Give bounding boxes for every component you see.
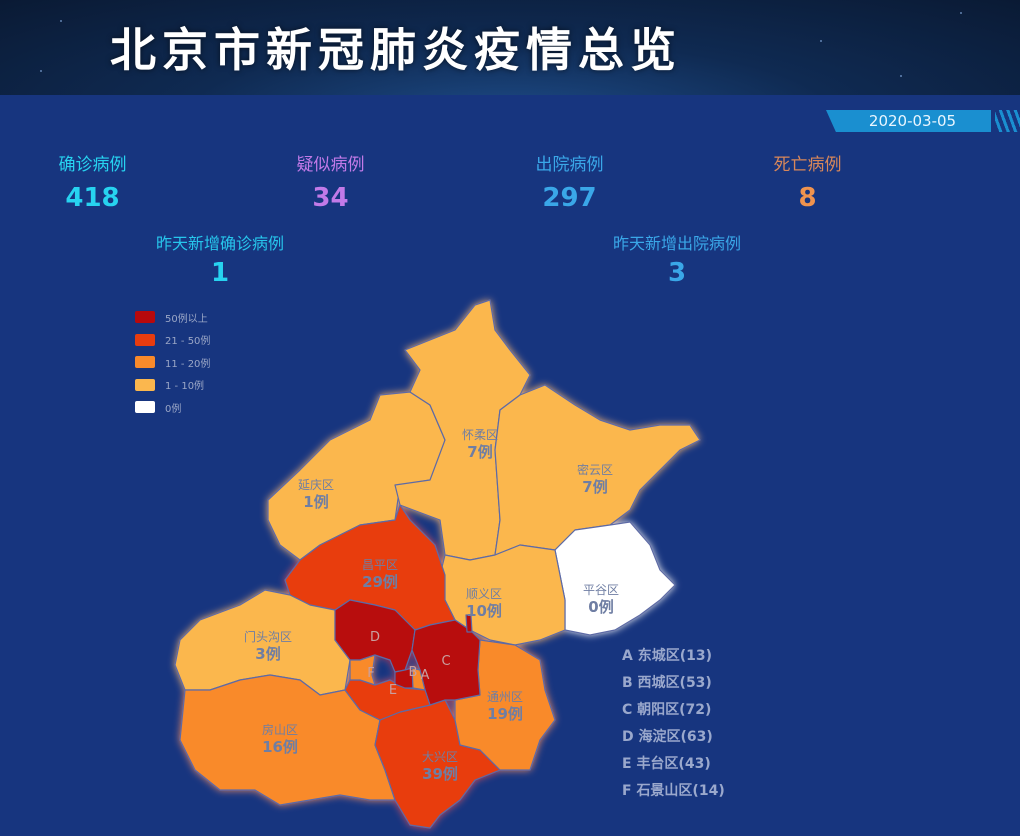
legend-label: 11 - 20例 <box>165 358 211 370</box>
stat-value: 8 <box>798 183 817 213</box>
stat-suspected: 疑似病例 34 <box>283 150 378 213</box>
stat-value: 3 <box>667 258 687 288</box>
stat-value: 297 <box>542 183 597 213</box>
district-abbr: F <box>367 666 374 681</box>
district-label: 通州区 <box>487 690 523 704</box>
stat-label: 出院病例 <box>535 155 604 175</box>
stat-label: 昨天新增确诊病例 <box>155 234 284 253</box>
district-value: 39例 <box>422 765 458 783</box>
map-legend: 50例以上 21 - 50例 11 - 20例 1 - 10例 0例 <box>135 306 210 419</box>
stat-confirmed: 确诊病例 418 <box>45 150 140 213</box>
stat-discharged: 出院病例 297 <box>522 150 617 213</box>
stat-value: 418 <box>65 183 120 213</box>
district-shijingshan[interactable] <box>349 654 376 686</box>
legend-swatch <box>135 333 155 346</box>
district-label: 顺义区 <box>466 587 502 601</box>
district-label: 门头沟区 <box>244 629 292 644</box>
legend-label: 50例以上 <box>165 313 208 325</box>
date-badge: 2020-03-05 <box>826 110 991 132</box>
district-dongcheng[interactable] <box>411 667 426 691</box>
stat-label: 确诊病例 <box>58 155 127 175</box>
legend-swatch <box>135 311 155 324</box>
district-airport-enclave <box>465 614 473 633</box>
district-label: 密云区 <box>577 462 613 477</box>
district-miyun[interactable] <box>494 384 701 556</box>
legend-swatch <box>135 356 155 369</box>
key-item: F 石景山区(14) <box>622 783 725 799</box>
district-key-list: A 东城区(13) B 西城区(53) C 朝阳区(72) D 海淀区(63) … <box>622 646 725 808</box>
district-value: 29例 <box>362 573 398 591</box>
district-abbr: E <box>389 683 397 698</box>
stat-value: 34 <box>312 183 349 213</box>
district-value: 0例 <box>588 598 613 616</box>
stat-value: 1 <box>210 258 230 288</box>
header-banner: 北京市新冠肺炎疫情总览 <box>0 0 1020 95</box>
district-label: 怀柔区 <box>462 428 498 442</box>
stat-new-confirmed: 昨天新增确诊病例 1 <box>140 230 300 288</box>
district-value: 7例 <box>467 443 492 461</box>
stat-label: 疑似病例 <box>296 155 365 175</box>
date-stripes-decoration <box>995 110 1020 132</box>
key-item: B 西城区(53) <box>622 675 712 691</box>
legend-item[interactable]: 11 - 20例 <box>135 351 210 374</box>
legend-label: 0例 <box>165 403 182 415</box>
district-value: 3例 <box>255 645 280 663</box>
district-value: 1例 <box>303 493 328 511</box>
stat-label: 昨天新增出院病例 <box>612 234 741 253</box>
district-label: 大兴区 <box>422 750 458 764</box>
district-label: 平谷区 <box>583 583 619 597</box>
legend-item[interactable]: 21 - 50例 <box>135 329 210 352</box>
stat-deaths: 死亡病例 8 <box>760 150 855 213</box>
legend-item[interactable]: 0例 <box>135 396 210 419</box>
key-item: C 朝阳区(72) <box>622 702 712 718</box>
district-pinggu[interactable] <box>554 521 676 636</box>
district-abbr: A <box>421 668 430 683</box>
district-label: 延庆区 <box>298 478 334 492</box>
key-item: E 丰台区(43) <box>622 756 711 772</box>
legend-swatch <box>135 378 155 391</box>
district-value: 10例 <box>466 602 502 620</box>
district-value: 7例 <box>582 478 607 496</box>
legend-label: 1 - 10例 <box>165 381 205 393</box>
key-item: D 海淀区(63) <box>622 729 713 745</box>
stat-new-discharged: 昨天新增出院病例 3 <box>597 230 757 288</box>
page-title: 北京市新冠肺炎疫情总览 <box>110 23 682 77</box>
district-abbr: D <box>370 630 380 645</box>
legend-swatch <box>135 401 155 414</box>
district-abbr: B <box>409 665 418 680</box>
district-abbr: C <box>441 654 450 669</box>
key-item: A 东城区(13) <box>622 648 712 664</box>
legend-item[interactable]: 50例以上 <box>135 306 210 329</box>
legend-label: 21 - 50例 <box>165 336 211 348</box>
district-value: 16例 <box>262 738 298 756</box>
district-value: 19例 <box>487 705 523 723</box>
district-label: 昌平区 <box>362 558 398 572</box>
district-label: 房山区 <box>262 722 298 737</box>
stat-label: 死亡病例 <box>773 155 842 175</box>
legend-item[interactable]: 1 - 10例 <box>135 374 210 397</box>
